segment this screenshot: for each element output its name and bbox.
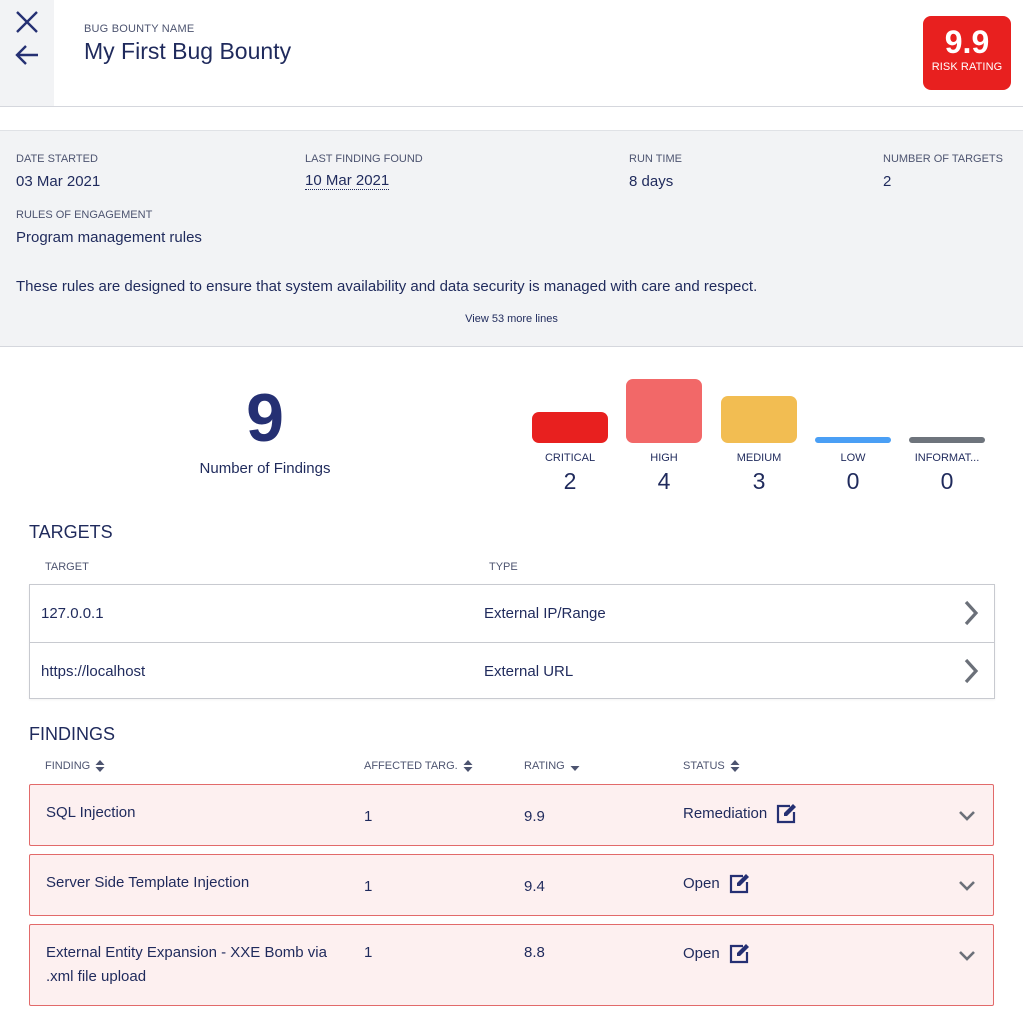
col-status[interactable]: STATUS (683, 759, 740, 773)
col-finding[interactable]: FINDING (45, 759, 105, 773)
last-finding-found: LAST FINDING FOUND 10 Mar 2021 (305, 153, 423, 190)
severity-low-count: 0 (846, 468, 860, 494)
table-row[interactable]: https://localhost External URL (30, 642, 994, 699)
severity-medium-bar (721, 396, 797, 443)
severity-informational[interactable]: INFORMAT... 0 (909, 370, 985, 500)
col-affected-targets[interactable]: AFFECTED TARG. (364, 759, 473, 773)
run-time-label: RUN TIME (629, 153, 682, 165)
finding-status: Open (683, 942, 752, 966)
chevron-down-icon[interactable] (957, 949, 977, 963)
page-title: My First Bug Bounty (84, 38, 292, 64)
target-value: https://localhost (41, 663, 146, 680)
findings-count-value: 9 (246, 380, 284, 456)
severity-critical-bar (532, 412, 608, 443)
chevron-right-icon[interactable] (960, 599, 980, 627)
risk-rating-label: RISK RATING (931, 61, 1003, 73)
finding-rating: 9.4 (524, 878, 545, 895)
severity-informational-count: 0 (940, 468, 954, 494)
severity-critical-label: CRITICAL (544, 452, 596, 464)
side-controls (0, 0, 54, 106)
finding-status-value: Open (683, 945, 720, 962)
finding-status-value: Open (683, 875, 720, 892)
target-type: External URL (484, 663, 574, 680)
col-finding-label: FINDING (45, 760, 91, 772)
run-time-value: 8 days (629, 173, 674, 190)
finding-affected: 1 (364, 878, 373, 895)
col-target: TARGET (45, 561, 89, 573)
sort-icon[interactable] (95, 759, 105, 773)
number-of-targets: NUMBER OF TARGETS 2 (883, 153, 1003, 190)
edit-icon[interactable] (728, 943, 752, 965)
view-more-link[interactable]: View 53 more lines (465, 313, 558, 325)
risk-rating-value: 9.9 (944, 24, 990, 60)
severity-low[interactable]: LOW 0 (815, 370, 891, 500)
severity-high-count: 4 (657, 468, 671, 494)
finding-affected: 1 (364, 944, 373, 961)
col-status-label: STATUS (683, 760, 725, 772)
rules-of-engagement: RULES OF ENGAGEMENT Program management r… (16, 209, 202, 246)
target-type: External IP/Range (484, 605, 606, 622)
col-rating[interactable]: RATING (524, 759, 580, 773)
table-row[interactable]: 127.0.0.1 External IP/Range (30, 585, 994, 642)
severity-high[interactable]: HIGH 4 (626, 370, 702, 500)
chevron-down-icon[interactable] (957, 809, 977, 823)
findings-count-label: Number of Findings (199, 460, 331, 477)
finding-name: SQL Injection (46, 804, 136, 821)
finding-status: Remediation (683, 802, 799, 826)
chevron-right-icon[interactable] (960, 657, 980, 685)
sort-icon[interactable] (730, 759, 740, 773)
arrow-left-icon[interactable] (12, 40, 42, 70)
edit-icon[interactable] (775, 803, 799, 825)
last-finding-label: LAST FINDING FOUND (305, 153, 423, 165)
severity-informational-bar (909, 437, 985, 443)
chevron-down-icon[interactable] (957, 879, 977, 893)
date-started: DATE STARTED 03 Mar 2021 (16, 153, 100, 190)
severity-critical[interactable]: CRITICAL 2 (532, 370, 608, 500)
rules-value: Program management rules (16, 229, 202, 246)
sort-icon[interactable] (463, 759, 473, 773)
severity-high-bar (626, 379, 702, 443)
finding-rating: 9.9 (524, 808, 545, 825)
bounty-details: DATE STARTED 03 Mar 2021 LAST FINDING FO… (0, 130, 1023, 347)
finding-status: Open (683, 872, 752, 896)
findings-title: FINDINGS (29, 724, 116, 744)
close-icon[interactable] (12, 7, 42, 37)
targets-table: 127.0.0.1 External IP/Range https://loca… (29, 584, 995, 699)
severity-high-label: HIGH (650, 452, 678, 464)
col-rating-label: RATING (524, 760, 565, 772)
severity-medium[interactable]: MEDIUM 3 (721, 370, 797, 500)
date-started-value: 03 Mar 2021 (16, 173, 101, 190)
bounty-name-label: BUG BOUNTY NAME (84, 23, 195, 35)
finding-affected: 1 (364, 808, 373, 825)
severity-critical-count: 2 (563, 468, 577, 494)
col-type: TYPE (489, 561, 518, 573)
number-of-targets-label: NUMBER OF TARGETS (883, 153, 1003, 165)
finding-status-value: Remediation (683, 805, 768, 822)
target-value: 127.0.0.1 (41, 605, 104, 622)
col-affected-label: AFFECTED TARG. (364, 760, 458, 772)
severity-medium-count: 3 (752, 468, 766, 494)
severity-low-bar (815, 437, 891, 443)
finding-name: External Entity Expansion - XXE Bomb via… (46, 944, 327, 985)
last-finding-value[interactable]: 10 Mar 2021 (305, 172, 390, 190)
date-started-label: DATE STARTED (16, 153, 98, 165)
table-row[interactable]: SQL Injection 1 9.9 Remediation (29, 784, 994, 846)
severity-medium-label: MEDIUM (736, 452, 782, 464)
number-of-targets-value: 2 (883, 173, 892, 190)
targets-title: TARGETS (29, 522, 113, 542)
table-row[interactable]: External Entity Expansion - XXE Bomb via… (29, 924, 994, 1006)
run-time: RUN TIME 8 days (629, 153, 682, 190)
severity-low-label: LOW (840, 452, 866, 464)
finding-rating: 8.8 (524, 944, 545, 961)
severity-informational-label: INFORMAT... (914, 452, 980, 464)
findings-count: 9 Number of Findings (150, 378, 380, 477)
edit-icon[interactable] (728, 873, 752, 895)
finding-name: Server Side Template Injection (46, 874, 250, 891)
page-header: BUG BOUNTY NAME My First Bug Bounty 9.9 … (0, 0, 1023, 107)
rules-label: RULES OF ENGAGEMENT (16, 209, 153, 221)
sort-desc-icon[interactable] (570, 759, 580, 773)
risk-rating-badge: 9.9 RISK RATING (923, 16, 1011, 90)
rules-description: These rules are designed to ensure that … (16, 278, 758, 295)
table-row[interactable]: Server Side Template Injection 1 9.4 Ope… (29, 854, 994, 916)
